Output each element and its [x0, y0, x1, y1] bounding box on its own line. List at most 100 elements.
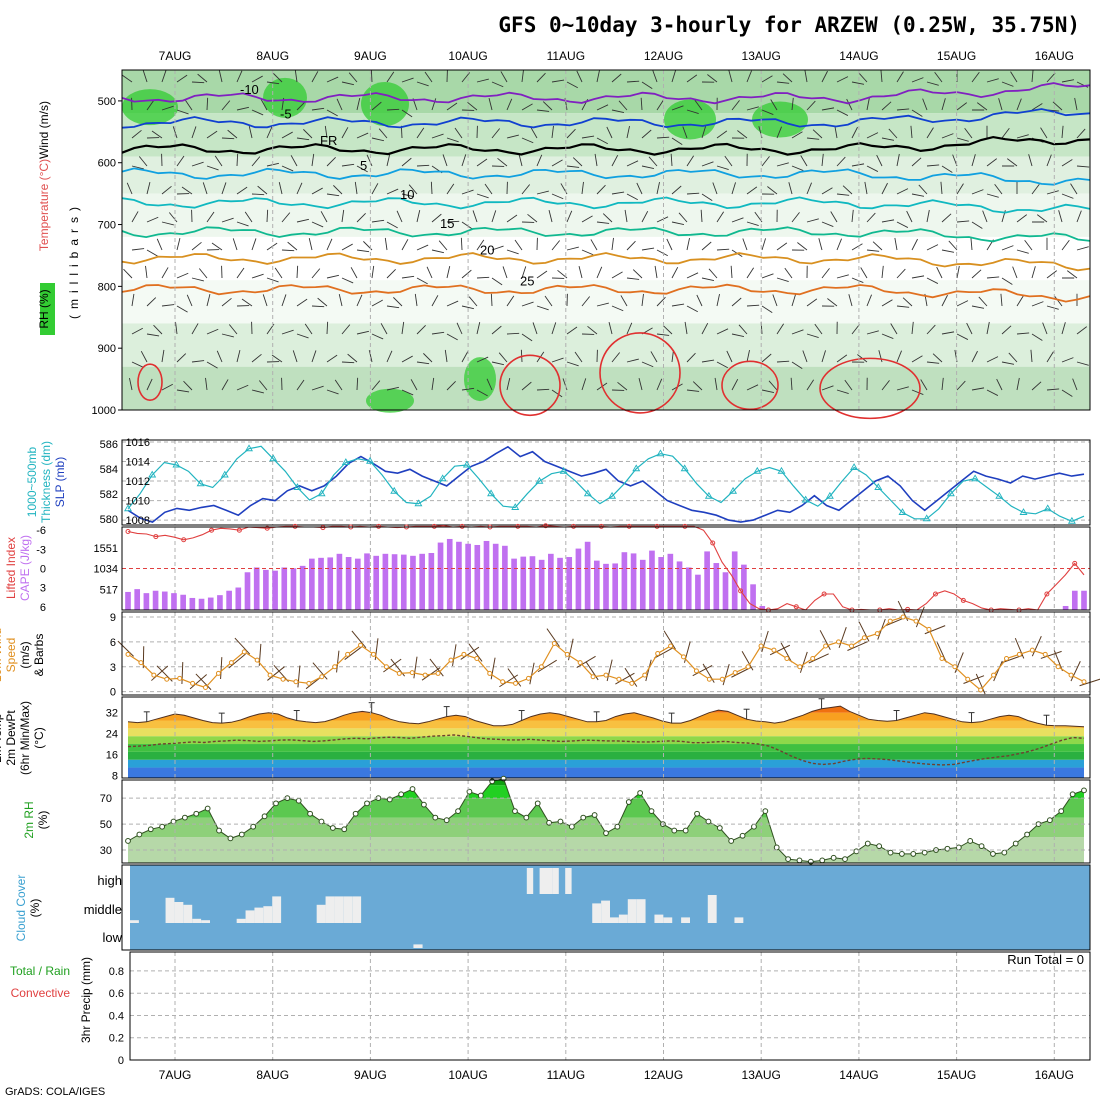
thickness-marker [414, 499, 423, 507]
rh-marker [739, 832, 746, 839]
isotherm-label: -5 [280, 107, 292, 122]
wind-barb [918, 184, 928, 195]
rh-moist-patch [263, 77, 307, 118]
wind-barb [490, 293, 493, 307]
wind-barb [606, 659, 613, 682]
wind-barb [191, 277, 204, 282]
cape-bar [1071, 590, 1078, 610]
wind-speed-marker [1016, 651, 1022, 657]
cape-bar [483, 540, 490, 610]
wind-barb [416, 81, 429, 87]
cape-bar [722, 572, 729, 610]
wind-barb [645, 659, 652, 682]
wind-barb [986, 321, 990, 335]
wind-barb [694, 99, 703, 111]
wind-barb [1031, 266, 1036, 279]
wind-barb [782, 73, 793, 83]
cape-bar [695, 574, 701, 610]
thickness-marker [729, 486, 738, 494]
wind-barb [191, 209, 193, 223]
wind-barb [671, 105, 684, 111]
wind-barb [566, 81, 578, 89]
rh-marker [443, 817, 450, 824]
wind-barb [431, 249, 444, 254]
wind-barb [716, 293, 720, 307]
wind-speed-marker [293, 679, 299, 685]
wind-barb [296, 379, 305, 391]
wind-barb [131, 211, 139, 223]
axis-label-temperature: Temperature (°C) [37, 159, 51, 251]
panel-frame [121, 526, 1091, 611]
wind-barb [956, 183, 964, 195]
wind-barb [446, 333, 458, 341]
wind-barb [611, 109, 625, 113]
wind-barb [896, 221, 909, 228]
cape-bar [226, 590, 232, 610]
wind-barb [881, 265, 884, 279]
wind-barb [797, 242, 808, 251]
wind-barb [191, 323, 199, 335]
wind-speed-marker [280, 676, 286, 682]
li-marker [598, 523, 604, 529]
wind-barb [146, 182, 151, 195]
wind-barb [338, 294, 343, 307]
rh-marker [876, 843, 883, 850]
wind-barb [326, 238, 333, 251]
wind-barb [608, 322, 613, 335]
wind-barb [401, 275, 415, 279]
wind-barb [581, 181, 584, 195]
wind-barb [446, 266, 451, 279]
wind-barb [686, 389, 700, 392]
wind-barb [776, 242, 788, 251]
wind-barb [1001, 127, 1010, 139]
wind-barb [566, 293, 568, 307]
wind-barb [611, 271, 623, 279]
wind-barb [290, 155, 298, 167]
wind-barb [1042, 322, 1048, 335]
wind-barb [1046, 237, 1048, 251]
wind-barb [1061, 389, 1073, 397]
axis-label: Cloud Cover [14, 875, 28, 942]
wind-barb [274, 267, 283, 279]
wind-barb [521, 381, 532, 391]
wind-barb [521, 221, 535, 223]
wind-barb [971, 189, 984, 195]
thickness-marker [922, 514, 931, 522]
wind-barb [146, 249, 158, 257]
cape-bar [152, 590, 159, 610]
cape-bar [373, 555, 380, 610]
wind-barb [221, 333, 234, 338]
cape-bar [281, 567, 288, 610]
wind-barb [776, 126, 782, 139]
wind-barb [838, 626, 847, 649]
thickness-marker [874, 483, 883, 490]
wind-barb [800, 155, 808, 167]
wind-barb [197, 73, 208, 83]
wind-barb [790, 377, 793, 391]
date-label-bottom: 14AUG [839, 1068, 878, 1082]
thickness-marker [293, 483, 302, 490]
wind-barb [281, 249, 295, 252]
cape-bar [713, 563, 720, 610]
wind-barb [514, 239, 523, 251]
wind-barb [461, 351, 469, 363]
wind-barb [926, 244, 939, 251]
wind-barb [341, 361, 355, 364]
wind-barb [671, 70, 676, 83]
wind-barb [924, 625, 946, 635]
wind-barb [878, 350, 883, 363]
wind-barb [161, 105, 174, 111]
cloud-bar-middle [592, 903, 602, 923]
wind-barb [326, 321, 329, 335]
cloud-bar-middle [681, 917, 690, 923]
wind-barb [236, 186, 248, 195]
wind-barb [741, 651, 754, 671]
wind-barb [986, 193, 999, 198]
wind-barb [131, 293, 135, 307]
axis-label: CAPE (J/kg) [18, 535, 32, 601]
wind-barb [596, 349, 598, 363]
wind-barb [581, 296, 591, 307]
wind-speed-marker [164, 676, 170, 682]
wind-barb [746, 384, 759, 391]
wind-speed-marker [319, 674, 325, 680]
